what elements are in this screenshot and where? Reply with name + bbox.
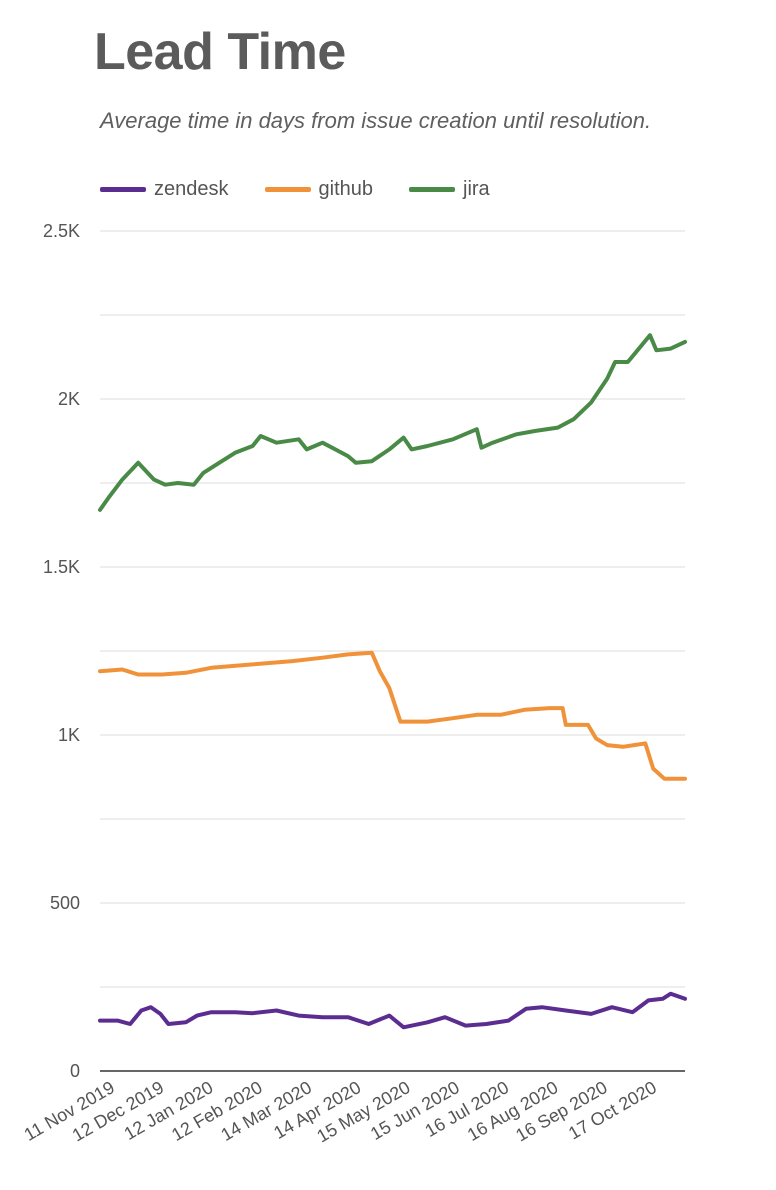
legend-label-zendesk: zendesk [154, 178, 229, 200]
legend-item-github[interactable]: github [264, 178, 374, 201]
legend-item-jira[interactable]: jira [409, 178, 490, 201]
y-tick-label: 2K [58, 389, 80, 409]
gridlines [100, 230, 685, 1072]
y-axis-ticks: 0 500 1K 1.5K 2K 2.5K [43, 221, 80, 1081]
legend-swatch-zendesk [100, 187, 146, 192]
legend-swatch-github [264, 187, 311, 192]
chart-subtitle: Average time in days from issue creation… [100, 108, 652, 133]
y-tick-label: 0 [70, 1061, 80, 1081]
y-tick-label: 1.5K [43, 557, 80, 577]
legend-item-zendesk[interactable]: zendesk [100, 178, 229, 201]
series-line-github[interactable] [98, 650, 687, 781]
series-line-jira[interactable] [98, 333, 687, 512]
legend-label-github: github [318, 178, 374, 200]
y-tick-label: 1K [58, 725, 80, 745]
chart-title: Lead Time [94, 23, 346, 81]
y-tick-label: 500 [50, 893, 80, 913]
series-lines [98, 333, 687, 1030]
legend: zendesk github jira [100, 178, 526, 201]
y-tick-label: 2.5K [43, 221, 80, 241]
legend-label-jira: jira [463, 178, 490, 200]
series-line-zendesk[interactable] [98, 991, 687, 1030]
legend-swatch-jira [409, 187, 455, 192]
